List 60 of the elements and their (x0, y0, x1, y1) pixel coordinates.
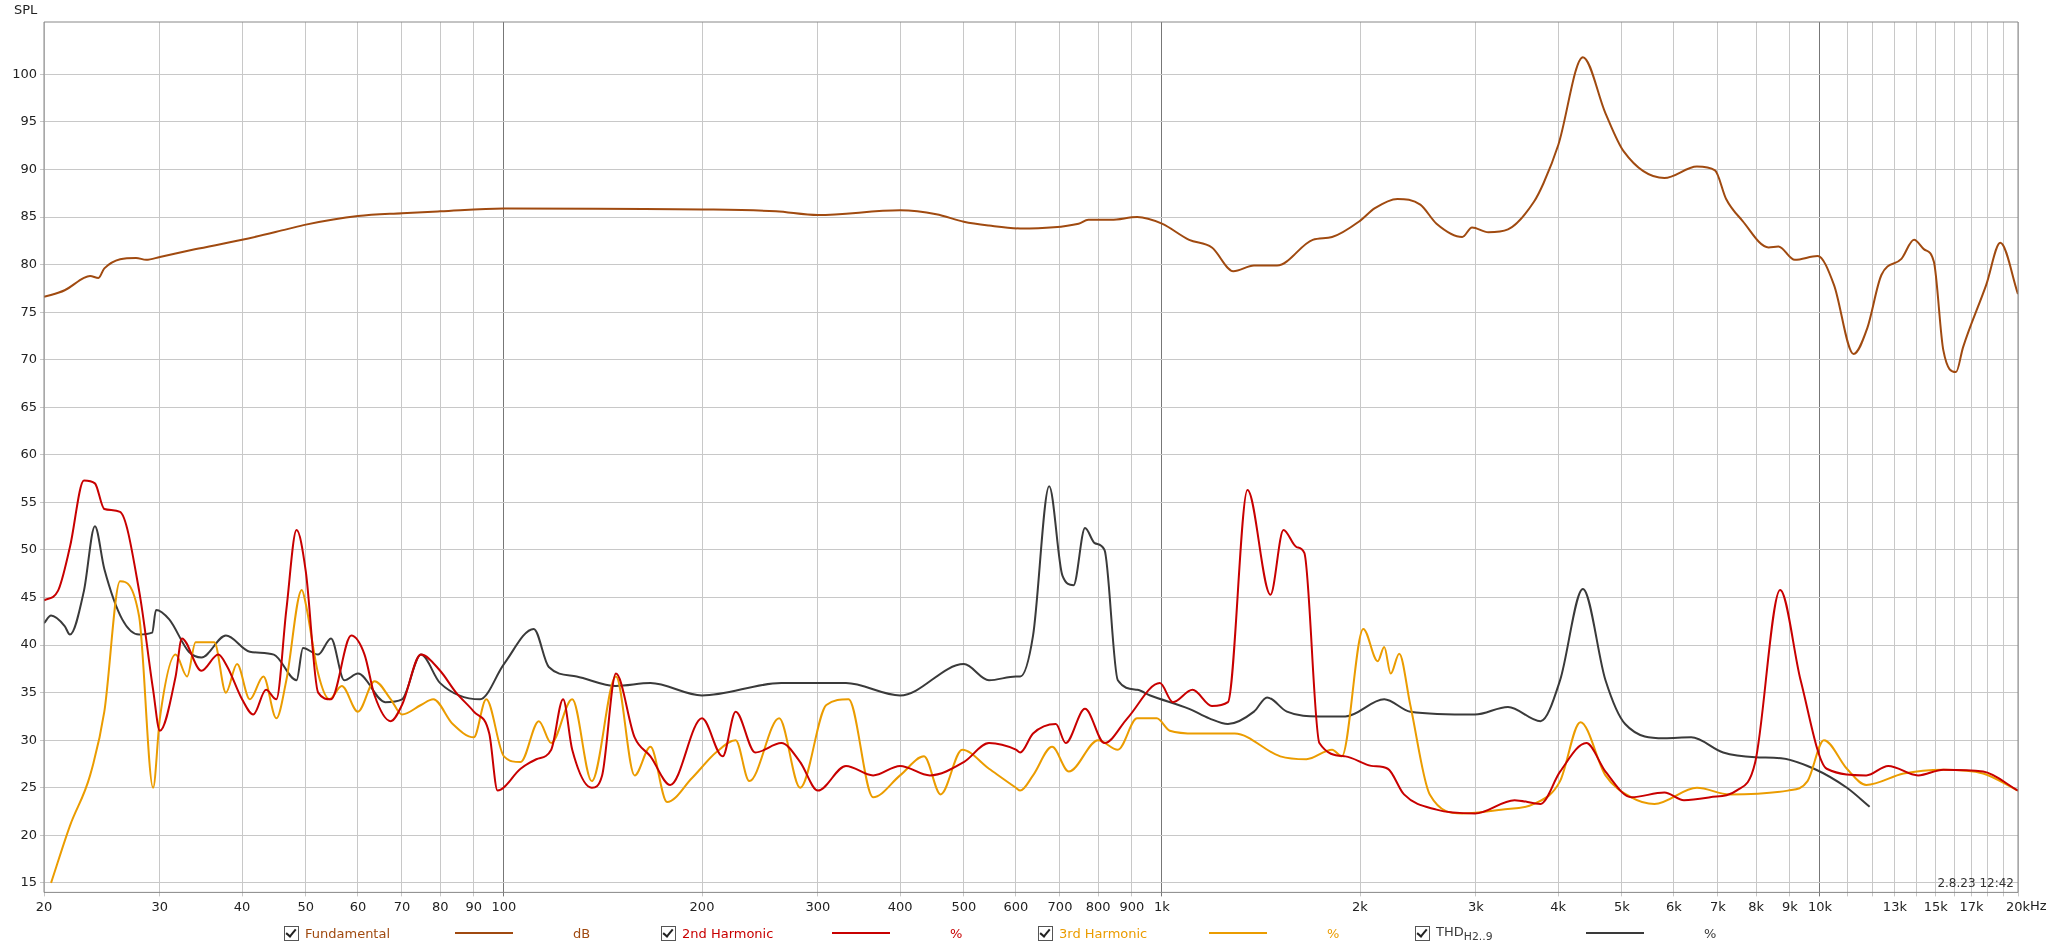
x-tick-label: 20k (2005, 898, 2031, 914)
x-tick-label: 700 (1047, 898, 1073, 914)
x-tick-label: 6k (1666, 898, 1683, 914)
x-tick-label: 600 (1003, 898, 1029, 914)
y-tick-label: 95 (20, 113, 37, 129)
y-tick-label: 85 (20, 208, 37, 224)
x-tick-label: 60 (349, 898, 367, 914)
x-tick-label: 3k (1467, 898, 1485, 914)
y-tick-label: 30 (20, 731, 37, 747)
annotation: 2.8.23 12:42 (1937, 875, 2014, 890)
x-tick-label: 800 (1085, 898, 1111, 914)
y-axis-title: SPL (14, 1, 39, 17)
x-tick-label: 17k (1959, 898, 1985, 914)
text: % (1327, 925, 1341, 941)
y-tick-label: 65 (20, 398, 37, 414)
y-tick-label: 15 (20, 874, 37, 890)
y-tick-label: 25 (20, 779, 37, 795)
x-tick-label: 9k (1781, 898, 1799, 914)
text: % (1704, 925, 1718, 941)
y-tick-label: 60 (20, 446, 37, 462)
x-tick-label: 15k (1923, 898, 1949, 914)
x-tick-label: 400 (887, 898, 913, 914)
x-tick-label: 10k (1807, 898, 1833, 914)
x-tick-label: 2k (1352, 898, 1369, 914)
y-tick-label: 80 (20, 255, 37, 271)
y-tick-label: 100 (12, 65, 37, 81)
y-tick-label: 50 (20, 541, 37, 557)
x-tick-label: 4k (1550, 898, 1567, 914)
text: 2nd Harmonic (682, 925, 775, 941)
x-tick-label: 100 (491, 898, 517, 914)
x-tick-label: 40 (233, 898, 251, 914)
x-tick-label: 7k (1710, 898, 1727, 914)
y-tick-label: 70 (20, 351, 37, 367)
x-tick-label: 80 (431, 898, 449, 914)
x-tick-label: 5k (1613, 898, 1631, 914)
y-tick-label: 20 (20, 826, 37, 842)
x-axis-title: Hz (2030, 898, 2047, 914)
x-tick-label: 8k (1748, 898, 1765, 914)
x-tick-label: 13k (1882, 898, 1908, 914)
x-tick-label: 300 (805, 898, 831, 914)
x-tick-label: 50 (297, 898, 315, 914)
y-tick-label: 75 (20, 303, 37, 319)
x-tick-label: 30 (151, 898, 169, 914)
x-tick-label: 90 (465, 898, 483, 914)
y-tick-label: 55 (20, 493, 37, 509)
x-tick-label: 20 (35, 898, 53, 914)
x-tick-label: 70 (393, 898, 411, 914)
x-tick-label: 900 (1119, 898, 1145, 914)
text: THD$_{H2..9}$ (1436, 923, 1494, 943)
x-tick-label: 1k (1154, 898, 1171, 914)
text: dB (573, 925, 592, 941)
y-tick-label: 40 (20, 636, 37, 652)
y-tick-label: 35 (20, 684, 37, 700)
y-tick-label: 45 (20, 588, 37, 604)
text: % (950, 925, 964, 941)
text: Fundamental (305, 925, 392, 941)
text: 3rd Harmonic (1059, 925, 1149, 941)
x-tick-label: 200 (689, 898, 715, 914)
y-tick-label: 90 (20, 160, 37, 176)
x-tick-label: 500 (951, 898, 977, 914)
